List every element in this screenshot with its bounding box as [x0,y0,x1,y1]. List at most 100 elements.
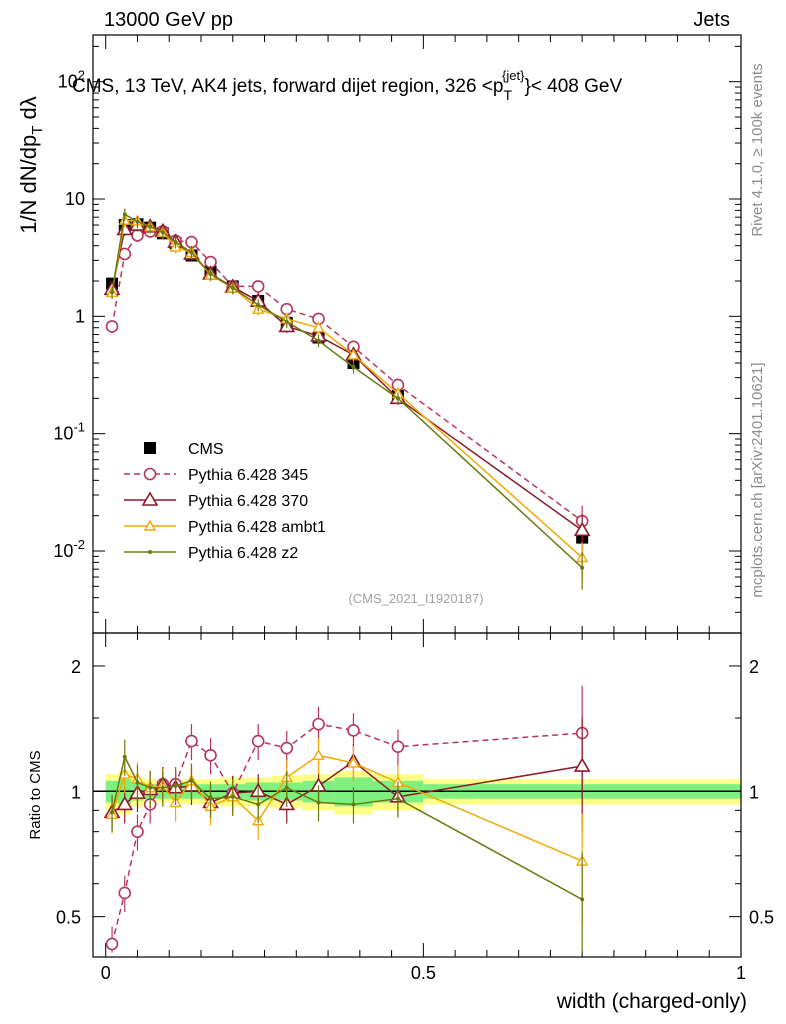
legend-entry: Pythia 6.428 ambt1 [124,519,326,536]
data-point [135,219,140,224]
series-cms [106,218,589,544]
legend-marker [148,550,152,554]
ratio-data-point [312,748,325,761]
ratio-data-point [189,778,194,783]
legend-entry: Pythia 6.428 370 [124,491,308,510]
ratio-data-point [280,741,294,755]
ratio-data-point [135,780,140,785]
legend-label: Pythia 6.428 ambt1 [188,519,326,536]
data-point [351,365,356,370]
y-tick-label: 10 [65,189,85,209]
ratio-data-point [391,740,405,753]
x-tick-label: 0 [101,963,111,983]
x-tick-label: 1 [736,963,746,983]
y-tick-label: 1 [75,306,85,326]
axes-frames [92,34,742,958]
plot-title: CMS, 13 TeV, AK4 jets, forward dijet reg… [72,68,622,103]
legend-label: Pythia 6.428 370 [188,493,308,510]
data-point [580,565,585,570]
ratio-data-point [204,749,217,762]
legend-entry: CMS [144,441,224,458]
ratio-data-point [395,796,400,801]
ratio-data-point [148,785,153,790]
x-axis-title: width (charged-only) [556,990,747,1013]
series-line [111,219,583,559]
ratio-data-point [316,800,321,805]
ratio-data-point [580,897,585,902]
series-line [111,213,583,569]
ratio-data-point [131,825,144,838]
ratio-data-point [256,802,261,807]
ratio-y-tick-label: 0.5 [56,908,81,928]
ratio-data-point [208,796,213,801]
data-point [110,290,115,295]
data-point [395,396,400,401]
data-point [208,271,213,276]
data-point [148,224,153,229]
data-point [105,320,119,333]
data-point [312,321,325,333]
data-point [284,319,289,324]
ratio-data-point [110,810,115,815]
svg-text:1/N dN/dpT dλ: 1/N dN/dpT dλ [16,96,46,234]
ratio-data-point [173,783,178,788]
ratio-data-point [122,754,127,759]
mcplots-label: mcplots.cern.ch [arXiv:2401.10621] [749,362,766,597]
legend-entry: Pythia 6.428 z2 [124,545,298,562]
data-point [347,348,360,360]
data-point [251,280,265,293]
y-tick-label: 102 [58,68,85,92]
ratio-frame [92,632,742,958]
ratio-data-point [230,794,235,799]
ratio-y-tick-label: 2 [71,657,81,677]
series-pythia-6-428-z2 [110,208,585,590]
legend-entry: Pythia 6.428 345 [124,467,308,484]
legend: CMS Pythia 6.428 345 Pythia 6.428 370 Pythi… [124,441,326,562]
data-point [160,230,165,235]
rivet-label: Rivet 4.1.0, ≥ 100k events [749,63,766,236]
ratio-y-tick-label-right: 2 [749,657,759,677]
y-tick-label: 10-2 [53,537,85,561]
data-point [122,212,127,217]
x-tick-label: 0.5 [411,963,436,983]
ratio-y-tick-label: 1 [71,782,81,802]
y-tick-label: 10-1 [53,420,85,444]
ratio-data-point [284,785,289,790]
legend-marker [143,519,157,531]
analysis-id: (CMS_2021_I1920187) [348,591,483,606]
legend-label: CMS [188,441,224,458]
y-axis-title-ratio: Ratio to CMS [27,750,44,839]
data-point [173,240,178,245]
y-axis-title-main: 1/N dN/dpT dλ [16,96,46,234]
data-point [189,250,194,255]
ratio-data-point [351,802,356,807]
legend-label: Pythia 6.428 z2 [188,545,298,562]
axis-ticks: 10-2 10-1 1 10 102 0.5 0.5 1 1 2 2 0 0.5 1 [53,35,774,983]
legend-label: Pythia 6.428 345 [188,467,308,484]
ratio-y-tick-label-right: 0.5 [749,908,774,928]
series-pythia-6-428-345 [105,225,589,543]
series-line [111,230,583,522]
data-point [230,285,235,290]
ratio-series-line [111,723,583,945]
ratio-data-point [116,795,134,811]
header-right: Jets [693,9,730,31]
data-point [256,302,261,307]
data-point [573,521,591,537]
ratio-data-point [160,785,165,790]
main-frame [92,34,742,634]
series-line [111,224,583,531]
ratio-data-point [118,886,132,900]
ratio-data-point [185,734,198,748]
data-point [316,338,321,343]
ratio-data-point [105,937,119,951]
ratio-series-pythia-6-428-z2 [110,739,585,953]
legend-marker [144,442,156,454]
series-layer [103,208,591,953]
series-pythia-6-428-370 [103,216,591,553]
ratio-data-point [347,724,360,737]
ratio-series-pythia-6-428-345 [105,685,589,953]
legend-marker [141,491,159,506]
series-pythia-6-428-ambt1 [105,213,589,580]
